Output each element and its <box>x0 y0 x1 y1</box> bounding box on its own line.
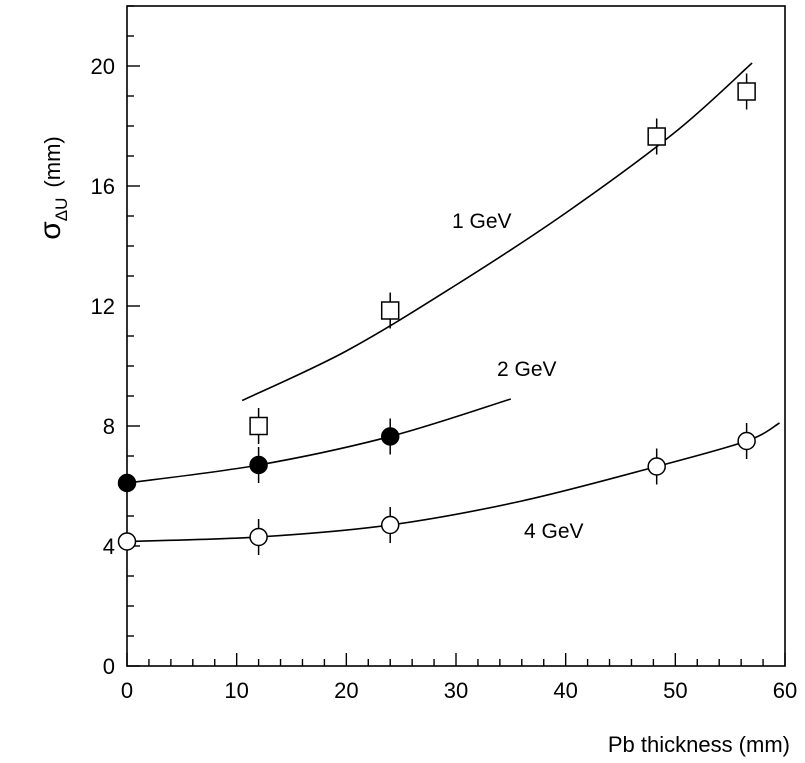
axes: 0 10 20 30 40 50 60 0 4 8 12 16 20 <box>91 5 797 703</box>
point-1-gev <box>380 301 400 320</box>
series-label-4-gev: 4 GeV <box>524 520 584 543</box>
y-tick-label: 8 <box>103 414 115 439</box>
point-2-gev <box>117 473 137 493</box>
data-points <box>117 73 756 555</box>
x-tick-label: 60 <box>773 678 797 703</box>
x-tick-label: 20 <box>334 678 358 703</box>
plot-frame <box>126 5 786 667</box>
x-tick-label: 50 <box>663 678 687 703</box>
point-4-gev <box>737 431 756 451</box>
x-axis-label: Pb thickness (mm) <box>608 732 790 757</box>
y-axis-label-unit: (mm) <box>40 136 65 187</box>
svg-text:σΔU(mm): σΔU (mm) <box>34 136 71 239</box>
point-1-gev <box>249 416 268 436</box>
x-tick-label: 10 <box>224 678 248 703</box>
series-labels: 1 GeV 2 GeV 4 GeV <box>452 210 584 543</box>
fit-curve-1-gev <box>241 62 753 402</box>
point-4-gev <box>249 527 268 547</box>
y-tick-label: 12 <box>91 294 115 319</box>
y-tick-label: 16 <box>91 174 115 199</box>
fit-curve-4-gev <box>126 422 780 543</box>
point-2-gev <box>380 427 400 446</box>
point-1-gev <box>737 82 756 101</box>
y-tick-label: 0 <box>103 654 115 679</box>
y-tick-label: 4 <box>103 534 115 559</box>
y-axis-label-symbol: σ <box>34 221 67 240</box>
fit-curve-2-gev <box>126 398 512 484</box>
point-4-gev <box>117 532 137 551</box>
series-label-2-gev: 2 GeV <box>497 358 557 381</box>
point-1-gev <box>647 127 666 146</box>
point-4-gev <box>647 457 666 476</box>
point-2-gev <box>249 455 268 475</box>
y-axis-label: σΔU (mm) <box>34 136 71 239</box>
y-axis-label-subscript: ΔU <box>52 198 71 222</box>
x-tick-label: 40 <box>553 678 577 703</box>
x-tick-label: 0 <box>121 678 133 703</box>
point-4-gev <box>380 515 400 535</box>
fit-curves <box>126 62 780 543</box>
series-label-1-gev: 1 GeV <box>452 210 512 233</box>
y-tick-label: 20 <box>91 54 115 79</box>
x-tick-label: 30 <box>444 678 468 703</box>
